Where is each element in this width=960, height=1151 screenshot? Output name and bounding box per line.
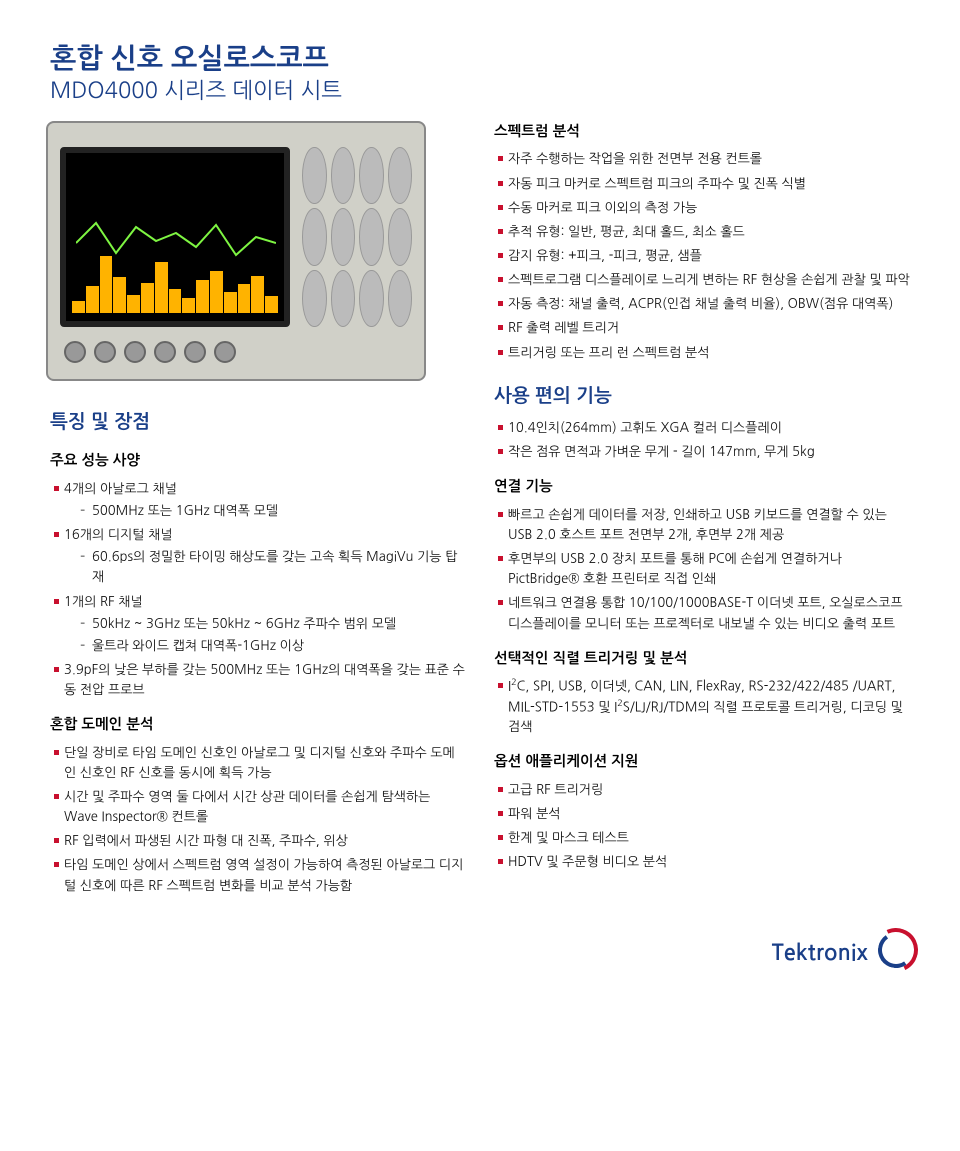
list-subitem: 60.6ps의 정밀한 타이밍 해상도를 갖는 고속 획득 MagiVu 기능 … — [64, 547, 466, 587]
list-item: 한계 및 마스크 테스트 — [494, 828, 910, 848]
list-item: 16개의 디지털 채널 60.6ps의 정밀한 타이밍 해상도를 갖는 고속 획… — [50, 525, 466, 587]
conn-heading: 연결 기능 — [494, 476, 910, 498]
mixed-heading: 혼합 도메인 분석 — [50, 714, 466, 736]
list-item: HDTV 및 주문형 비디오 분석 — [494, 852, 910, 872]
features-heading: 특징 및 장점 — [50, 407, 466, 436]
left-column: 특징 및 장점 주요 성능 사양 4개의 아날로그 채널 500MHz 또는 1… — [50, 121, 466, 900]
list-item: 빠르고 손쉽게 데이터를 저장, 인쇄하고 USB 키보드를 연결할 수 있는 … — [494, 505, 910, 545]
list-item: 10.4인치(264mm) 고휘도 XGA 컬러 디스플레이 — [494, 418, 910, 438]
logo-text: Tektronix — [772, 942, 868, 964]
logo-swoosh-icon — [874, 928, 910, 964]
list-subitem: 울트라 와이드 캡쳐 대역폭-1GHz 이상 — [64, 636, 466, 656]
list-item: RF 출력 레벨 트리거 — [494, 318, 910, 338]
list-item: 4개의 아날로그 채널 500MHz 또는 1GHz 대역폭 모델 — [50, 479, 466, 521]
perf-list: 4개의 아날로그 채널 500MHz 또는 1GHz 대역폭 모델 16개의 디… — [50, 479, 466, 700]
product-image — [46, 121, 426, 381]
list-item: 자주 수행하는 작업을 위한 전면부 전용 컨트롤 — [494, 149, 910, 169]
conn-list: 빠르고 손쉽게 데이터를 저장, 인쇄하고 USB 키보드를 연결할 수 있는 … — [494, 505, 910, 634]
list-item: 트리거링 또는 프리 런 스펙트럼 분석 — [494, 343, 910, 363]
list-item: 후면부의 USB 2.0 장치 포트를 통해 PC에 손쉽게 연결하거나 Pic… — [494, 549, 910, 589]
ease-heading: 사용 편의 기능 — [494, 381, 910, 410]
spec-list: 자주 수행하는 작업을 위한 전면부 전용 컨트롤 자동 피크 마커로 스펙트럼… — [494, 149, 910, 362]
page-footer: Tektronix — [0, 920, 960, 984]
mixed-list: 단일 장비로 타임 도메인 신호인 아날로그 및 디지털 신호와 주파수 도메인… — [50, 743, 466, 896]
list-item: I2C, SPI, USB, 이더넷, CAN, LIN, FlexRay, R… — [494, 676, 910, 737]
list-item: 자동 측정: 채널 출력, ACPR(인접 채널 출력 비율), OBW(점유 … — [494, 294, 910, 314]
list-item: 파워 분석 — [494, 804, 910, 824]
page-subtitle: MDO4000 시리즈 데이터 시트 — [50, 77, 910, 105]
app-list: 고급 RF 트리거링 파워 분석 한계 및 마스크 테스트 HDTV 및 주문형… — [494, 780, 910, 873]
list-item: 시간 및 주파수 영역 둘 다에서 시간 상관 데이터를 손쉽게 탐색하는 Wa… — [50, 787, 466, 827]
front-panel-controls — [302, 147, 412, 327]
text: 4개의 아날로그 채널 — [64, 482, 177, 495]
app-heading: 옵션 애플리케이션 지원 — [494, 751, 910, 773]
list-item: 스펙트로그램 디스플레이로 느리게 변하는 RF 현상을 손쉽게 관찰 및 파악 — [494, 270, 910, 290]
input-ports — [64, 341, 412, 371]
list-item: 네트워크 연결용 통합 10/100/1000BASE-T 이더넷 포트, 오실… — [494, 593, 910, 633]
list-item: 타임 도메인 상에서 스펙트럼 영역 설정이 가능하여 측정된 아날로그 디지털… — [50, 855, 466, 895]
list-item: 단일 장비로 타임 도메인 신호인 아날로그 및 디지털 신호와 주파수 도메인… — [50, 743, 466, 783]
list-subitem: 500MHz 또는 1GHz 대역폭 모델 — [64, 501, 466, 521]
serial-list: I2C, SPI, USB, 이더넷, CAN, LIN, FlexRay, R… — [494, 676, 910, 737]
ease-list: 10.4인치(264mm) 고휘도 XGA 컬러 디스플레이 작은 점유 면적과… — [494, 418, 910, 462]
page-title: 혼합 신호 오실로스코프 — [50, 42, 910, 77]
list-subitem: 50kHz ~ 3GHz 또는 50kHz ~ 6GHz 주파수 범위 모델 — [64, 614, 466, 634]
list-item: 수동 마커로 피크 이외의 측정 가능 — [494, 198, 910, 218]
serial-heading: 선택적인 직렬 트리거링 및 분석 — [494, 648, 910, 670]
list-item: RF 입력에서 파생된 시간 파형 대 진폭, 주파수, 위상 — [50, 831, 466, 851]
list-item: 3.9pF의 낮은 부하를 갖는 500MHz 또는 1GHz의 대역폭을 갖는… — [50, 660, 466, 700]
list-item: 추적 유형: 일반, 평균, 최대 홀드, 최소 홀드 — [494, 222, 910, 242]
spec-heading: 스펙트럼 분석 — [494, 121, 910, 143]
tektronix-logo: Tektronix — [772, 928, 910, 964]
scope-screen — [60, 147, 290, 327]
list-item: 작은 점유 면적과 가벼운 무게 - 길이 147mm, 무게 5kg — [494, 442, 910, 462]
list-item: 감지 유형: +피크, -피크, 평균, 샘플 — [494, 246, 910, 266]
list-item: 고급 RF 트리거링 — [494, 780, 910, 800]
perf-heading: 주요 성능 사양 — [50, 450, 466, 472]
right-column: 스펙트럼 분석 자주 수행하는 작업을 위한 전면부 전용 컨트롤 자동 피크 … — [494, 121, 910, 900]
text: 1개의 RF 채널 — [64, 595, 143, 608]
spectrum-icon — [72, 253, 278, 313]
text: 16개의 디지털 채널 — [64, 528, 173, 541]
list-item: 1개의 RF 채널 50kHz ~ 3GHz 또는 50kHz ~ 6GHz 주… — [50, 592, 466, 656]
list-item: 자동 피크 마커로 스펙트럼 피크의 주파수 및 진폭 식별 — [494, 174, 910, 194]
